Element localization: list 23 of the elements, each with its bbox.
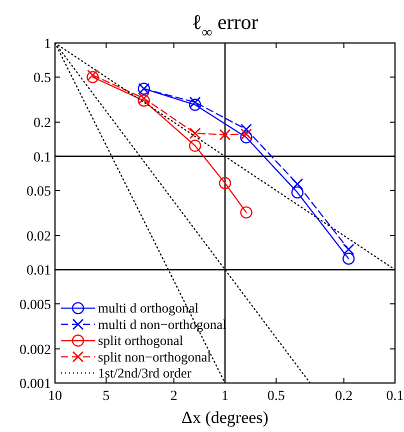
y-tick-label: 0.2 <box>34 116 51 132</box>
legend-label: split non−orthogonal <box>98 349 212 364</box>
y-tick-label: 0.005 <box>20 298 51 313</box>
y-tick-label: 0.02 <box>26 230 51 245</box>
x-tick-label: 1 <box>222 389 228 404</box>
y-tick-label: 0.5 <box>34 71 51 86</box>
chart-title: ℓ$_{∞}$ error <box>192 10 258 41</box>
y-tick-label: 1 <box>44 37 51 52</box>
y-tick-label: 0.1 <box>34 150 51 166</box>
legend-label: split orthogonal <box>98 333 184 348</box>
x-tick-label: 10 <box>48 389 62 404</box>
x-tick-label: 2 <box>170 389 178 404</box>
y-tick-label: 0.002 <box>20 342 51 358</box>
x-axis-title: Δx (degrees) <box>182 408 268 427</box>
y-tick-label: 0.05 <box>26 184 51 200</box>
y-tick-label: 0.01 <box>26 264 51 279</box>
legend-label: 1st/2nd/3rd order <box>98 366 192 380</box>
y-tick-label: 0.001 <box>20 377 51 392</box>
x-tick-label: 5 <box>102 389 110 404</box>
x-tick-label: 0.1 <box>386 389 404 404</box>
legend-label: multi d orthogonal <box>98 300 199 316</box>
x-tick-label: 0.5 <box>267 389 285 404</box>
x-tick-label: 0.2 <box>335 389 353 404</box>
